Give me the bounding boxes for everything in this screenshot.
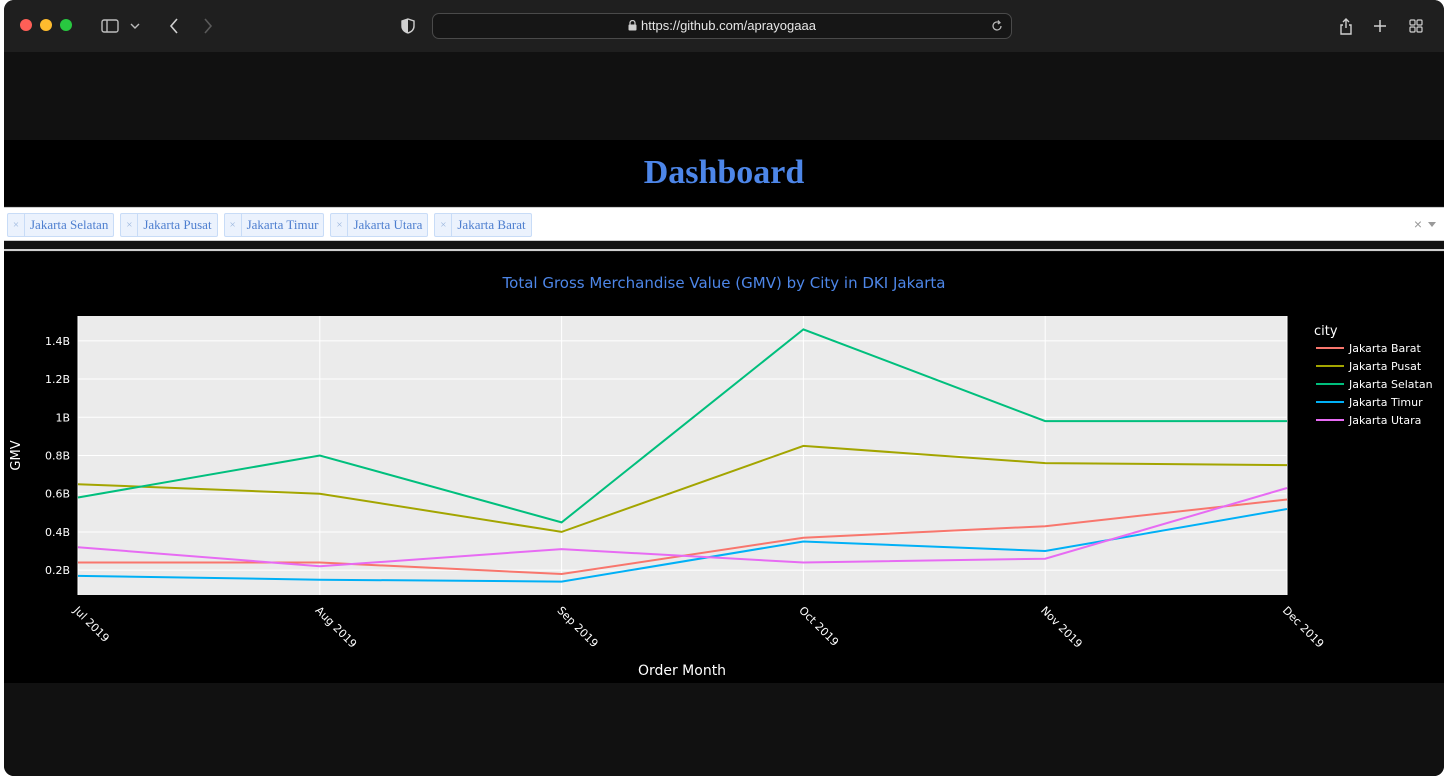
selected-city-chip[interactable]: × Jakarta Selatan — [7, 213, 115, 237]
y-tick-label: 0.4B — [45, 526, 70, 539]
selected-city-chips: × Jakarta Selatan × Jakarta Pusat × Jakarta T… — [7, 213, 532, 237]
header-band: Dashboard — [4, 140, 1444, 206]
legend-item-label[interactable]: Jakarta Utara — [1348, 414, 1421, 427]
selected-city-chip[interactable]: × Jakarta Barat — [434, 213, 532, 237]
page-title: Dashboard — [643, 154, 805, 191]
x-tick-label: Nov 2019 — [1038, 604, 1085, 651]
series-line-jakarta-utara[interactable] — [77, 487, 1288, 568]
selected-city-chip[interactable]: × Jakarta Utara — [330, 213, 429, 237]
dropdown-arrow-icon[interactable] — [1428, 222, 1436, 227]
chip-label: Jakarta Utara — [353, 217, 423, 232]
x-tick-label: Jul 2019 — [70, 603, 112, 645]
series-line-jakarta-selatan[interactable] — [77, 328, 1287, 524]
address-url-wrap: https://github.com/aprayogaaa — [433, 14, 1011, 38]
y-tick-label: 0.6B — [45, 488, 70, 501]
lock-icon — [628, 15, 637, 39]
y-tick-label: 1B — [55, 411, 70, 424]
close-window-button[interactable] — [20, 19, 32, 31]
series-line-jakarta-timur[interactable] — [77, 508, 1288, 583]
browser-titlebar: https://github.com/aprayogaaa — [4, 0, 1444, 52]
legend-item-label[interactable]: Jakarta Pusat — [1348, 360, 1422, 373]
divider — [4, 249, 1444, 251]
reload-icon[interactable] — [989, 18, 1005, 34]
y-axis-label: GMV — [9, 440, 24, 470]
y-tick-label: 1.2B — [45, 373, 70, 386]
remove-chip-icon[interactable]: × — [331, 214, 349, 236]
browser-window: https://github.com/aprayogaaa Dashboard … — [4, 0, 1444, 776]
city-multi-select[interactable]: × Jakarta Selatan × Jakarta Pusat × Jakarta T… — [4, 207, 1444, 241]
y-tick-label: 0.2B — [45, 564, 70, 577]
x-axis-label: Order Month — [638, 663, 726, 679]
chart-title: Total Gross Merchandise Value (GMV) by C… — [502, 274, 946, 292]
remove-chip-icon[interactable]: × — [435, 214, 453, 236]
chevron-down-icon[interactable] — [128, 16, 142, 36]
tab-overview-icon[interactable] — [1406, 14, 1426, 38]
legend-item-label[interactable]: Jakarta Barat — [1348, 342, 1422, 355]
chip-label: Jakarta Barat — [457, 217, 526, 232]
gmv-line-chart[interactable]: Total Gross Merchandise Value (GMV) by C… — [4, 252, 1444, 683]
x-tick-label: Dec 2019 — [1280, 604, 1327, 651]
page-content: Dashboard × Jakarta Selatan × Jakarta Pusat… — [4, 52, 1444, 776]
remove-chip-icon[interactable]: × — [225, 214, 242, 236]
sidebar-toggle-icon[interactable] — [100, 16, 120, 36]
chart-legend[interactable]: city Jakarta Barat Jakarta Pusat Jakarta Se… — [1314, 324, 1433, 427]
new-tab-plus-icon[interactable] — [1370, 14, 1390, 38]
y-tick-label: 0.8B — [45, 450, 70, 463]
selected-city-chip[interactable]: × Jakarta Pusat — [120, 213, 218, 237]
forward-arrow-icon[interactable] — [198, 14, 218, 38]
zoom-window-button[interactable] — [60, 19, 72, 31]
x-tick-label: Aug 2019 — [313, 604, 360, 651]
address-bar[interactable]: https://github.com/aprayogaaa — [432, 13, 1012, 39]
chip-label: Jakarta Selatan — [30, 217, 109, 232]
series-line-jakarta-pusat[interactable] — [77, 444, 1288, 533]
share-icon[interactable] — [1336, 14, 1356, 38]
privacy-shield-icon[interactable] — [398, 14, 418, 38]
remove-chip-icon[interactable]: × — [8, 214, 25, 236]
address-url-text: https://github.com/aprayogaaa — [641, 18, 816, 33]
chip-label: Jakarta Timur — [246, 217, 319, 232]
clear-selection-icon[interactable]: × — [1413, 216, 1422, 232]
legend-item-label[interactable]: Jakarta Selatan — [1348, 378, 1433, 391]
chart-container: Total Gross Merchandise Value (GMV) by C… — [4, 252, 1444, 683]
legend-item-label[interactable]: Jakarta Timur — [1348, 396, 1423, 409]
chip-label: Jakarta Pusat — [143, 217, 212, 232]
x-tick-label: Oct 2019 — [796, 604, 841, 649]
minimize-window-button[interactable] — [40, 19, 52, 31]
y-tick-label: 1.4B — [45, 335, 70, 348]
back-arrow-icon[interactable] — [164, 14, 184, 38]
selected-city-chip[interactable]: × Jakarta Timur — [223, 213, 325, 237]
remove-chip-icon[interactable]: × — [121, 214, 139, 236]
x-tick-label: Sep 2019 — [554, 604, 600, 650]
legend-title: city — [1314, 324, 1338, 339]
